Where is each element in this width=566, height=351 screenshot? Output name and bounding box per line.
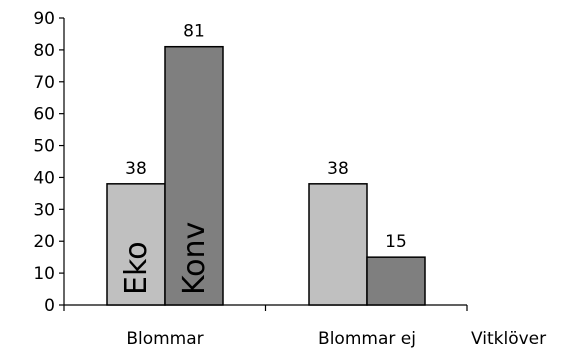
y-tick-label: 50 bbox=[33, 137, 55, 157]
x-category-label: Blommar bbox=[126, 329, 203, 349]
y-tick-label: 0 bbox=[44, 296, 55, 316]
bar-eko-2 bbox=[308, 183, 368, 306]
y-tick-label: 40 bbox=[33, 168, 55, 188]
series-label-konv: Konv bbox=[177, 222, 212, 295]
y-tick-label: 90 bbox=[33, 9, 55, 29]
y-tick-label: 30 bbox=[33, 200, 55, 220]
x-axis-title: Vitklöver bbox=[471, 329, 546, 349]
y-tick-label: 10 bbox=[33, 264, 55, 284]
bar-konv-1 bbox=[164, 45, 224, 306]
y-tick-label: 80 bbox=[33, 41, 55, 61]
y-tick-label: 70 bbox=[33, 73, 55, 93]
y-tick-label: 20 bbox=[33, 232, 55, 252]
data-label: 15 bbox=[385, 232, 407, 252]
x-category-label: Blommar ej bbox=[318, 329, 416, 349]
y-tick-label: 60 bbox=[33, 105, 55, 125]
series-label-eko: Eko bbox=[119, 241, 154, 295]
x-axis: Blommar Blommar ej Vitklöver bbox=[63, 304, 546, 349]
y-axis: 0 10 20 30 40 50 60 70 80 90 bbox=[33, 9, 65, 316]
bars bbox=[106, 45, 426, 306]
data-label: 38 bbox=[327, 159, 349, 179]
data-labels: 38 Eko 81 Konv 38 15 bbox=[119, 22, 407, 295]
bar-konv-2 bbox=[366, 256, 426, 306]
bar-eko-1 bbox=[106, 183, 166, 306]
data-label: 81 bbox=[183, 22, 205, 42]
data-label: 38 bbox=[125, 159, 147, 179]
